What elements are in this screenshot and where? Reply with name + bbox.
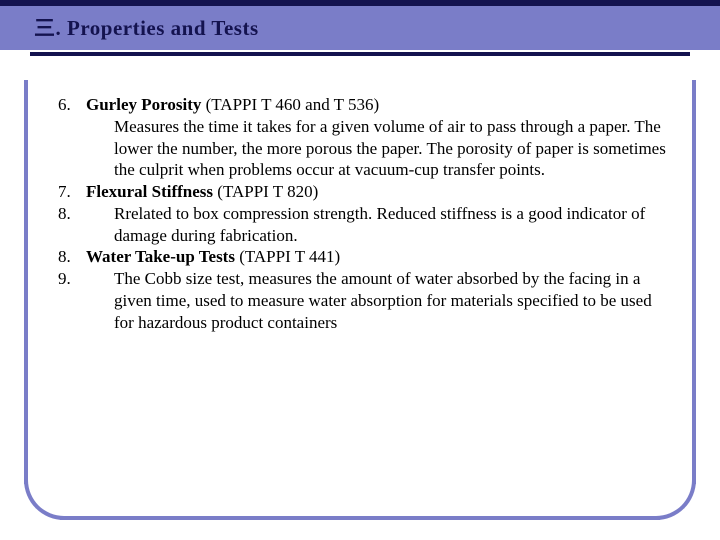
list-item: 8. Rrelated to box compression strength.… (58, 203, 670, 247)
item-number: 8. (58, 246, 86, 268)
item-number: 7. (58, 181, 86, 203)
list-item: 9. The Cobb size test, measures the amou… (58, 268, 670, 333)
item-number: 8. (58, 203, 86, 247)
title-text: Properties and Tests (67, 16, 259, 40)
item-title: Gurley Porosity (86, 95, 201, 114)
item-number: 9. (58, 268, 86, 333)
item-title-suffix: (TAPPI T 460 and T 536) (201, 95, 379, 114)
list-item: 7. Flexural Stiffness (TAPPI T 820) (58, 181, 670, 203)
item-number: 6. (58, 94, 86, 116)
item-body: Rrelated to box compression strength. Re… (86, 203, 670, 247)
header-underline (30, 52, 690, 56)
item-title-line: Water Take-up Tests (TAPPI T 441) (86, 246, 670, 268)
item-title: Water Take-up Tests (86, 247, 235, 266)
list-item: 6. Gurley Porosity (TAPPI T 460 and T 53… (58, 94, 670, 116)
item-body: The Cobb size test, measures the amount … (86, 268, 670, 333)
list-item: 8. Water Take-up Tests (TAPPI T 441) (58, 246, 670, 268)
item-title-suffix: (TAPPI T 441) (235, 247, 340, 266)
item-body: Measures the time it takes for a given v… (86, 116, 670, 181)
item-title-line: Flexural Stiffness (TAPPI T 820) (86, 181, 670, 203)
page-title: 三. Properties and Tests (34, 12, 720, 42)
content-area: 6. Gurley Porosity (TAPPI T 460 and T 53… (24, 80, 696, 520)
item-title-line: Gurley Porosity (TAPPI T 460 and T 536) (86, 94, 670, 116)
header-band: 三. Properties and Tests (0, 0, 720, 50)
item-title-suffix: (TAPPI T 820) (213, 182, 318, 201)
list-item-body: Measures the time it takes for a given v… (58, 116, 670, 181)
item-title: Flexural Stiffness (86, 182, 213, 201)
content-text: 6. Gurley Porosity (TAPPI T 460 and T 53… (58, 94, 670, 333)
title-prefix: 三. (34, 16, 61, 40)
